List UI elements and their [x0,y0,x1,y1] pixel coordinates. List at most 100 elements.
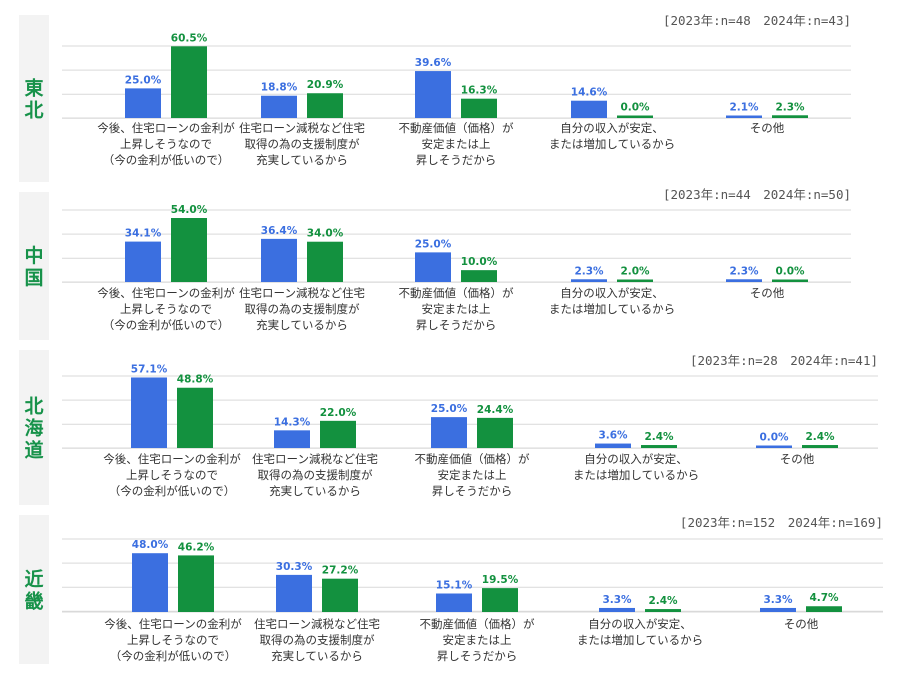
value-label-2023: 3.3% [602,594,632,606]
region-label-bg [19,515,49,664]
chart-panel-3: 北海道 [2023年:n=28 2024年:n=41] 57.1% 48.8% 今後、住… [19,350,878,505]
value-label-2024: 34.0% [307,228,344,240]
bar-2023 [125,241,161,282]
bar-2024 [171,46,207,119]
bar-2024 [482,588,518,612]
value-label-2024: 16.3% [461,85,498,97]
value-label-2024: 2.4% [648,595,678,607]
region-label-bg [19,350,49,505]
bar-2023 [436,593,472,612]
category-label: 不動産価値（価格）が安定または上昇しそうだから [399,121,514,167]
sample-size-note: [2023年:n=28 2024年:n=41] [690,353,878,368]
bar-2023 [571,279,607,282]
bar-2024 [177,387,213,448]
bar-2024 [461,98,497,118]
category-label: 今後、住宅ローンの金利が上昇しそうなので（今の金利が低いので） [97,121,235,167]
value-label-2024: 27.2% [322,565,359,577]
value-label-2023: 39.6% [415,57,452,69]
bar-2023 [415,71,451,118]
bar-2023 [595,443,631,448]
value-label-2024: 22.0% [320,407,357,419]
value-label-2023: 2.1% [729,102,759,114]
category-label: 今後、住宅ローンの金利が上昇しそうなので（今の金利が低いので） [104,617,242,663]
chart-panel-1: 東北 [2023年:n=48 2024年:n=43] 25.0% 60.5% 今後、住宅… [19,13,851,182]
region-label-bg [19,192,49,340]
category-label: 住宅ローン減税など住宅取得の為の支援制度が充実しているから [252,452,378,498]
category-label: 不動産価値（価格）が安定または上昇しそうだから [399,286,514,332]
bar-2024 [617,115,653,118]
category-label: その他 [780,452,815,466]
bar-2024 [645,609,681,612]
value-label-2023: 25.0% [125,74,162,86]
bar-2023 [431,417,467,448]
category-label: その他 [750,121,785,135]
sample-size-note: [2023年:n=44 2024年:n=50] [663,187,851,202]
value-label-2023: 14.3% [274,416,311,428]
bar-2024 [477,417,513,448]
bar-2023 [131,377,167,448]
value-label-2023: 18.8% [261,82,298,94]
value-label-2023: 25.0% [415,238,452,250]
bar-2023 [599,607,635,612]
value-label-2023: 25.0% [431,403,468,415]
bar-2024 [307,93,343,118]
category-label: 不動産価値（価格）が安定または上昇しそうだから [420,617,535,663]
bar-2023 [726,279,762,282]
value-label-2023: 15.1% [436,580,473,592]
value-label-2024: 54.0% [171,204,208,216]
region-label: 近畿 [24,569,43,613]
bar-2023 [760,607,796,612]
value-label-2024: 2.4% [644,431,674,443]
category-label: 不動産価値（価格）が安定または上昇しそうだから [415,452,530,498]
value-label-2023: 34.1% [125,228,162,240]
value-label-2023: 3.3% [763,594,793,606]
region-label: 東北 [24,77,43,122]
region-label-bg [19,15,49,182]
bar-2023 [726,115,762,118]
category-label: 今後、住宅ローンの金利が上昇しそうなので（今の金利が低いので） [103,452,241,498]
bar-2024 [806,606,842,612]
value-label-2024: 0.0% [775,266,805,278]
bar-2024 [802,445,838,448]
category-label: 自分の収入が安定、または増加しているから [573,452,699,482]
bar-2024 [320,420,356,448]
value-label-2024: 2.4% [805,431,835,443]
category-label: その他 [784,617,819,631]
bar-2024 [772,115,808,118]
bar-2024 [617,279,653,282]
value-label-2023: 2.3% [729,265,759,277]
region-label: 北海道 [24,396,43,462]
chart-panel-2: 中国 [2023年:n=44 2024年:n=50] 34.1% 54.0% 今後、住宅… [19,187,851,340]
category-label: 今後、住宅ローンの金利が上昇しそうなので（今の金利が低いので） [97,286,235,332]
bar-2024 [307,241,343,282]
value-label-2024: 24.4% [477,404,514,416]
bar-2024 [322,578,358,612]
value-label-2024: 0.0% [620,102,650,114]
category-label: 住宅ローン減税など住宅取得の為の支援制度が充実しているから [254,617,380,663]
value-label-2024: 19.5% [482,574,519,586]
category-label: 自分の収入が安定、または増加しているから [549,121,675,151]
bar-2023 [571,100,607,118]
sample-size-note: [2023年:n=48 2024年:n=43] [663,13,851,28]
bar-2024 [461,270,497,282]
bar-2024 [171,218,207,282]
bar-2023 [261,95,297,118]
value-label-2024: 20.9% [307,79,344,91]
value-label-2023: 2.3% [574,265,604,277]
value-label-2024: 4.7% [809,592,839,604]
chart-panel-4: 近畿 [2023年:n=152 2024年:n=169] 48.0% 46.2% 今後、… [19,515,883,664]
value-label-2023: 14.6% [571,87,608,99]
bar-2023 [132,553,168,612]
value-label-2023: 57.1% [131,363,168,375]
value-label-2023: 3.6% [598,430,628,442]
category-label: 住宅ローン減税など住宅取得の為の支援制度が充実しているから [239,121,365,167]
value-label-2023: 36.4% [261,225,298,237]
value-label-2023: 48.0% [132,539,169,551]
sample-size-note: [2023年:n=152 2024年:n=169] [680,515,883,530]
value-label-2024: 48.8% [177,374,214,386]
value-label-2024: 60.5% [171,32,208,44]
value-label-2024: 2.0% [620,266,650,278]
bar-2023 [415,252,451,282]
region-label: 中国 [24,244,43,289]
